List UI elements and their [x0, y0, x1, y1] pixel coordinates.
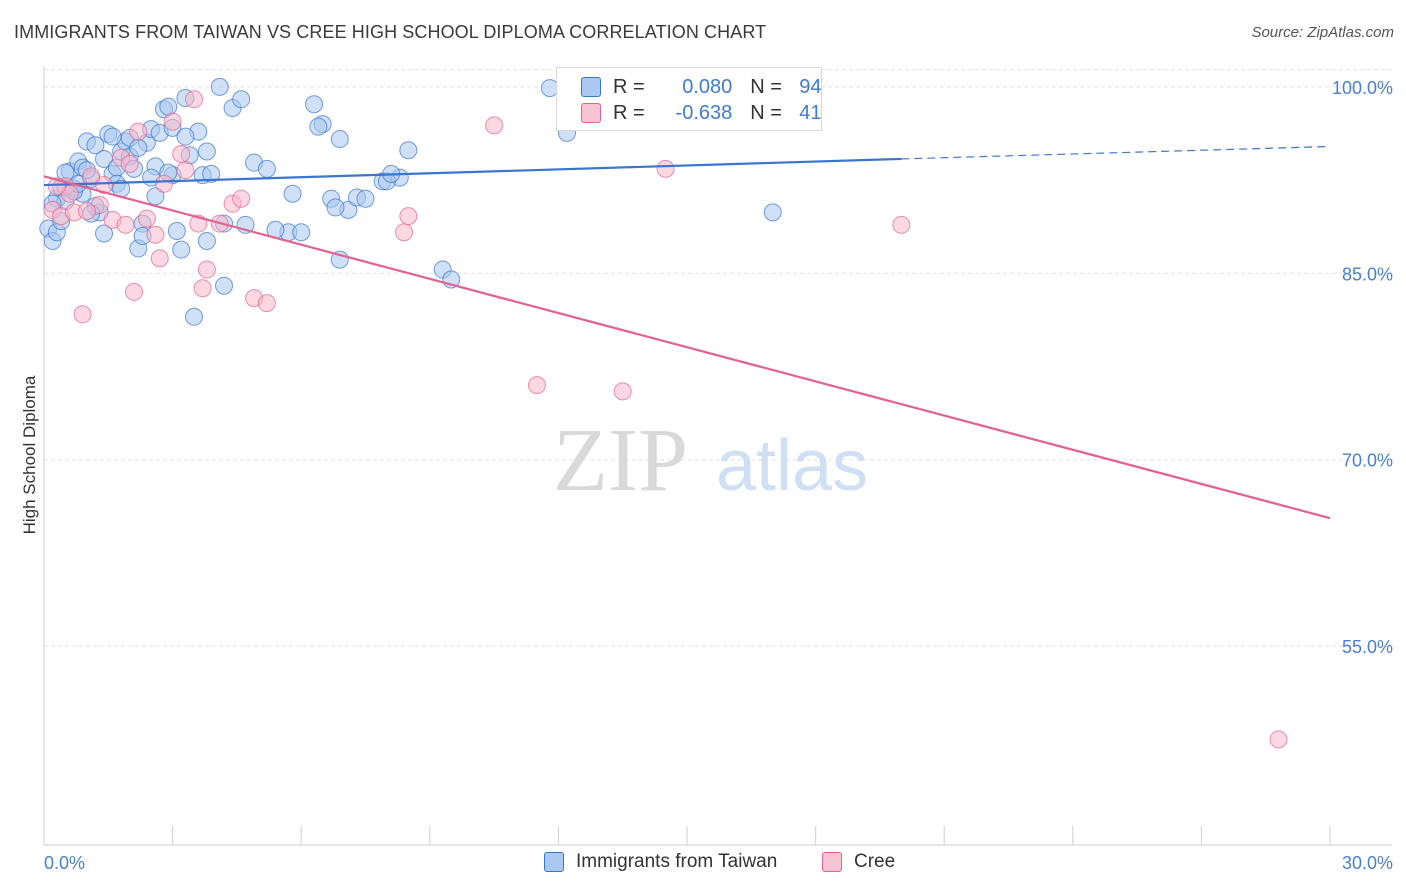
point-taiwan: [167, 222, 186, 241]
legend-n-label: N =: [750, 75, 782, 98]
y-tick-label: 85.0%: [1342, 264, 1393, 284]
legend-r-label: R =: [613, 101, 645, 124]
legend-r-value-taiwan: 0.080: [682, 75, 733, 98]
point-taiwan: [185, 307, 204, 326]
point-cree: [485, 116, 504, 135]
y-tick-label: 55.0%: [1342, 637, 1393, 657]
point-cree: [125, 282, 144, 301]
point-cree: [146, 225, 165, 244]
axes: [43, 66, 1392, 846]
trend-lines: [43, 145, 1331, 520]
point-taiwan: [215, 276, 234, 295]
point-taiwan: [232, 90, 251, 109]
bottom-legend-label-cree: Cree: [854, 851, 896, 872]
bottom-legend-cree: Cree: [822, 851, 895, 873]
point-taiwan: [197, 142, 216, 161]
y-tick-label: 100.0%: [1332, 78, 1393, 98]
y-tick-label: 70.0%: [1342, 451, 1393, 471]
x-tick-label: 30.0%: [1342, 853, 1393, 873]
point-taiwan: [202, 164, 221, 183]
point-taiwan: [197, 231, 216, 250]
point-taiwan: [146, 187, 165, 206]
tick-labels: 55.0% 70.0% 85.0% 100.0% 0.0% 30.0%: [44, 78, 1393, 873]
trend-line-taiwan: [43, 157, 902, 187]
y-axis-label: High School Diploma: [20, 375, 39, 535]
point-cree: [77, 202, 96, 221]
point-taiwan: [176, 127, 195, 146]
point-taiwan: [356, 189, 375, 208]
trend-line-taiwan-extension: [901, 145, 1331, 160]
legend-swatch-cree: [581, 103, 601, 123]
point-cree: [613, 382, 632, 401]
watermark-atlas: atlas: [716, 426, 868, 506]
point-cree: [193, 279, 212, 298]
legend-n-label: N =: [750, 101, 782, 124]
correlation-legend: R = 0.080 N = 94 R = -0.638 N = 41: [556, 67, 822, 131]
gridlines: [44, 68, 1392, 647]
legend-row-taiwan: R = 0.080 N = 94: [581, 74, 822, 100]
legend-swatch-taiwan: [581, 77, 601, 97]
point-cree: [73, 305, 92, 324]
point-taiwan: [399, 141, 418, 160]
bottom-legend: Immigrants from Taiwan Cree: [0, 851, 1406, 877]
point-taiwan: [172, 240, 191, 259]
point-cree: [95, 176, 114, 195]
point-cree: [137, 209, 156, 228]
legend-row-cree: R = -0.638 N = 41: [581, 100, 822, 126]
point-cree: [892, 215, 911, 234]
legend-n-value-cree: 41: [799, 101, 822, 124]
point-cree: [155, 174, 174, 193]
point-cree: [1269, 730, 1288, 749]
point-taiwan: [86, 136, 105, 155]
point-cree: [150, 249, 169, 268]
chart-title: IMMIGRANTS FROM TAIWAN VS CREE HIGH SCHO…: [14, 22, 767, 42]
point-taiwan: [292, 223, 311, 242]
legend-r-value-cree: -0.638: [675, 101, 733, 124]
series-cree: [43, 90, 1288, 749]
point-cree: [527, 376, 546, 395]
bottom-legend-taiwan: Immigrants from Taiwan: [544, 851, 777, 873]
legend-n-value-taiwan: 94: [799, 75, 822, 98]
bottom-legend-label-taiwan: Immigrants from Taiwan: [576, 851, 778, 872]
point-cree: [172, 144, 191, 163]
point-taiwan: [159, 97, 178, 116]
point-taiwan: [129, 138, 148, 157]
point-cree: [185, 90, 204, 109]
point-cree: [129, 122, 148, 141]
point-taiwan: [763, 203, 782, 222]
legend-r-label: R =: [613, 75, 645, 98]
point-cree: [395, 223, 414, 242]
x-tick-label: 0.0%: [44, 853, 85, 873]
point-taiwan: [95, 224, 114, 243]
bottom-legend-swatch-cree: [822, 852, 842, 872]
point-cree: [176, 161, 195, 180]
point-taiwan: [309, 117, 328, 136]
point-taiwan: [103, 127, 122, 146]
point-cree: [82, 167, 101, 186]
point-cree: [163, 112, 182, 131]
source-label: Source: ZipAtlas.com: [1251, 24, 1394, 41]
point-taiwan: [257, 159, 276, 178]
point-cree: [656, 159, 675, 178]
point-cree: [47, 177, 66, 196]
point-cree: [116, 215, 135, 234]
point-taiwan: [283, 184, 302, 203]
trend-line-cree: [43, 175, 1331, 520]
point-taiwan: [330, 130, 349, 149]
watermark: ZIP atlas: [553, 411, 868, 510]
point-cree: [399, 207, 418, 226]
point-cree: [120, 154, 139, 173]
bottom-legend-swatch-taiwan: [544, 852, 564, 872]
watermark-zip: ZIP: [553, 411, 688, 510]
point-taiwan: [305, 95, 324, 114]
point-taiwan: [210, 77, 229, 96]
point-cree: [232, 189, 251, 208]
point-cree: [257, 294, 276, 313]
point-taiwan: [326, 198, 345, 217]
point-cree: [197, 260, 216, 279]
